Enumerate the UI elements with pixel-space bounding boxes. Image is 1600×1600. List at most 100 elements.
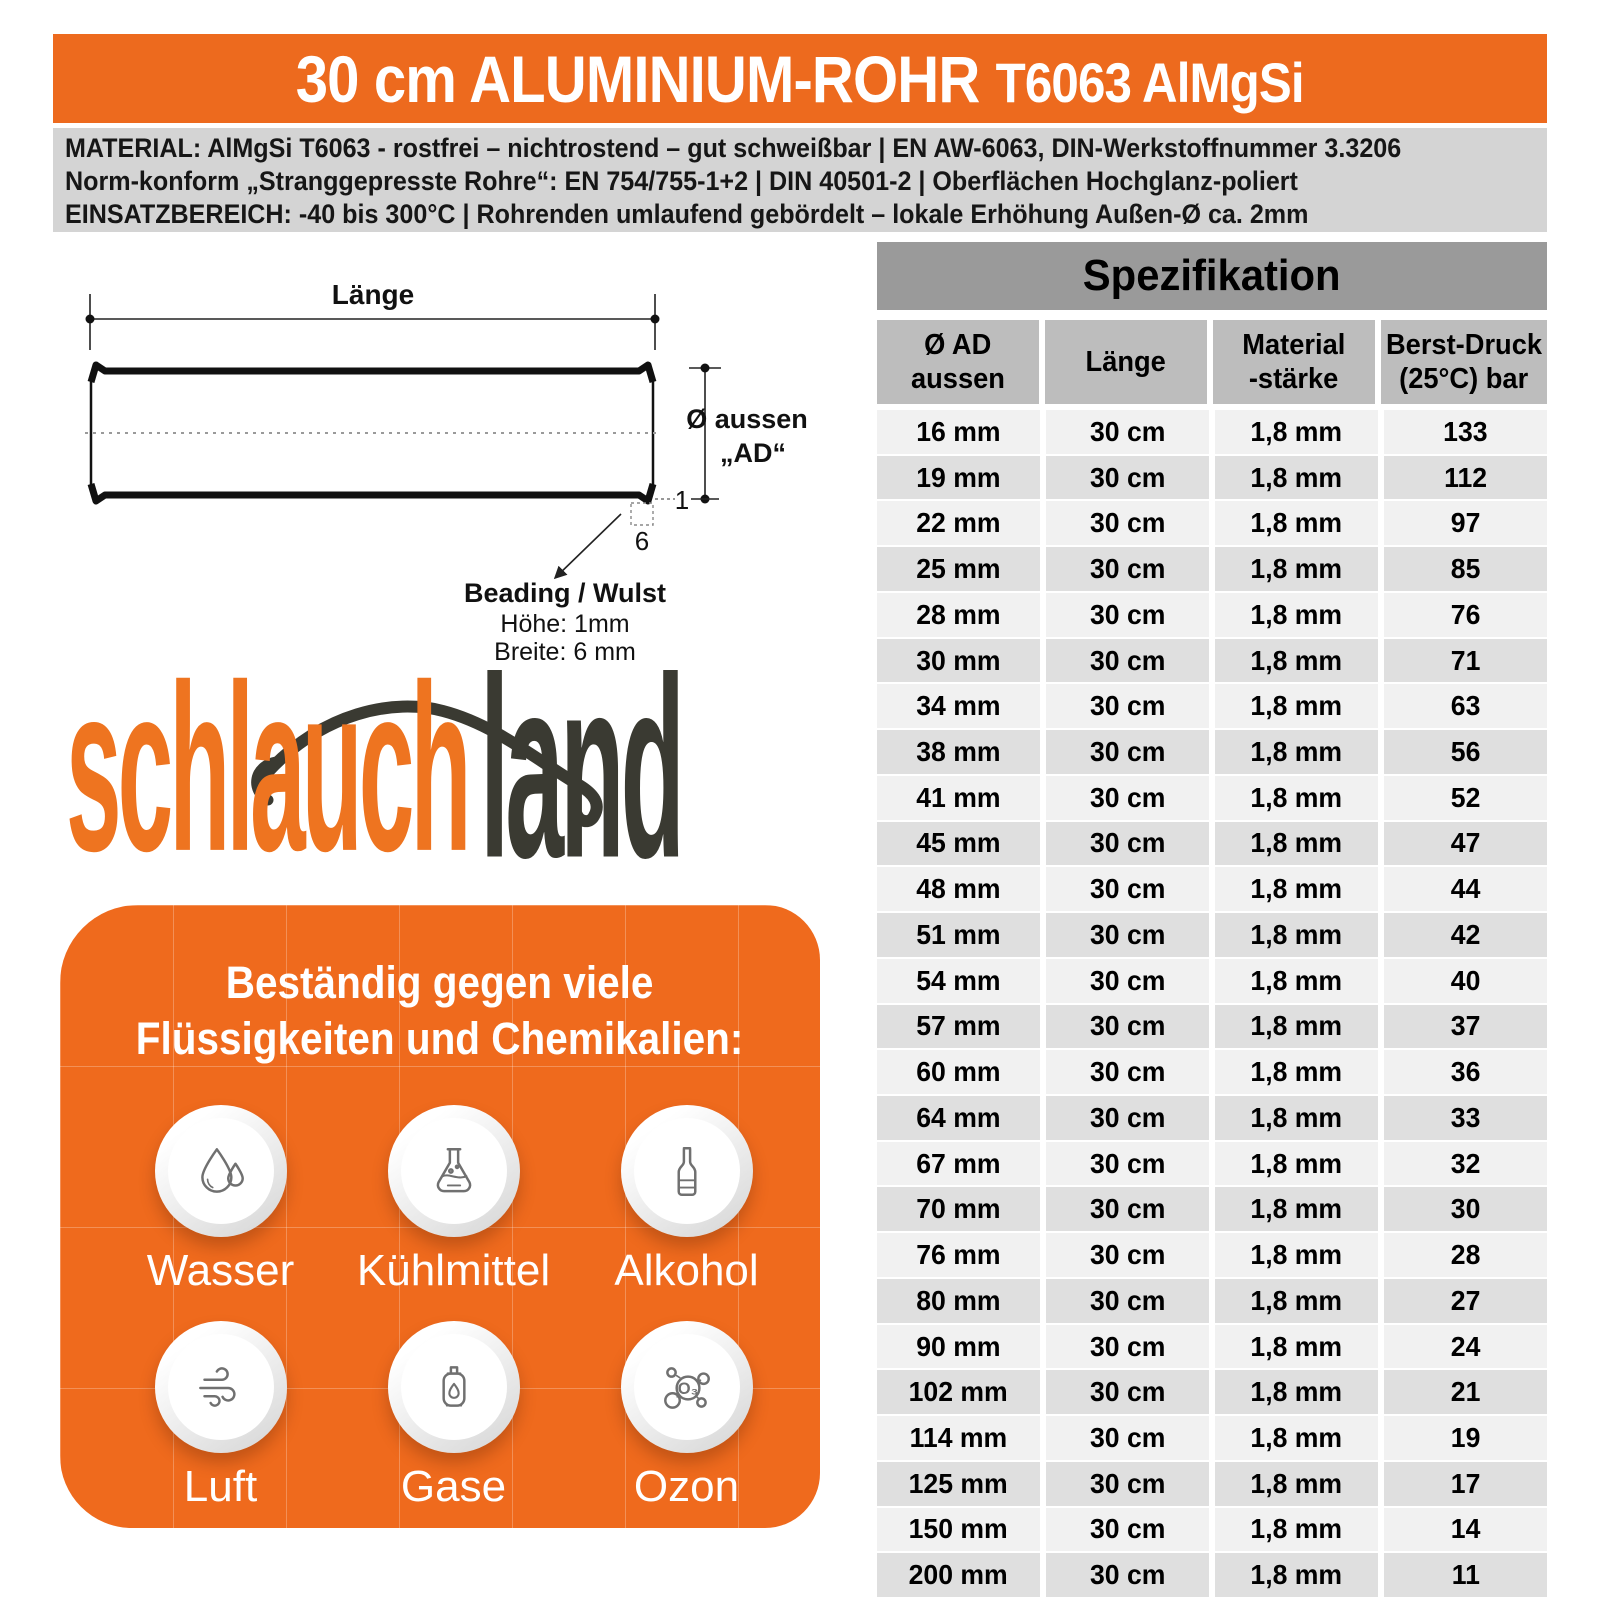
table-cell: 133 [1384, 410, 1547, 454]
page-title: 30 cm ALUMINIUM-ROHR T6063 AlMgSi [296, 41, 1305, 117]
pipe-bottom-edge [87, 483, 657, 505]
table-cell: 30 cm [1046, 1553, 1209, 1598]
table-cell: 47 [1384, 821, 1547, 866]
table-cell: 1,8 mm [1215, 455, 1378, 500]
car-silhouette-icon [251, 700, 603, 828]
table-cell: 30 cm [1046, 867, 1209, 912]
pipe-top-edge [87, 361, 657, 383]
table-cell: 1,8 mm [1215, 775, 1378, 820]
table-cell: 150 mm [877, 1507, 1040, 1552]
table-cell: 54 mm [877, 958, 1040, 1003]
table-cell: 85 [1384, 547, 1547, 591]
table-cell: 30 cm [1046, 775, 1209, 820]
table-cell: 45 mm [877, 821, 1040, 866]
chemical-resistance-box: Beständig gegen viele Flüssigkeiten und … [60, 905, 820, 1528]
table-cell: 1,8 mm [1215, 958, 1378, 1003]
resistance-heading-line2: Flüssigkeiten und Chemikalien: [136, 1013, 744, 1064]
table-cell: 76 mm [877, 1233, 1040, 1277]
table-cell: 30 cm [1046, 1324, 1209, 1369]
table-row: 34 mm 30 cm 1,8 mm 63 [877, 684, 1547, 729]
table-cell: 76 [1384, 592, 1547, 637]
table-cell: 19 [1384, 1416, 1547, 1460]
chem-label: Gase [400, 1462, 507, 1511]
bead-width-dim: 6 [635, 526, 649, 556]
table-cell: 38 mm [877, 730, 1040, 774]
table-cell: 22 mm [877, 501, 1040, 546]
spec-table-title: Spezifikation [877, 242, 1547, 310]
table-row: 45 mm 30 cm 1,8 mm 47 [877, 821, 1547, 866]
table-cell: 1,8 mm [1215, 1553, 1378, 1598]
table-row: 90 mm 30 cm 1,8 mm 24 [877, 1324, 1547, 1369]
table-row: 70 mm 30 cm 1,8 mm 30 [877, 1187, 1547, 1232]
table-cell: 30 cm [1046, 1187, 1209, 1232]
diameter-label-line2: „AD“ [720, 438, 786, 468]
table-cell: 30 cm [1046, 1461, 1209, 1506]
table-cell: 25 mm [877, 547, 1040, 591]
table-cell: 1,8 mm [1215, 1507, 1378, 1552]
table-cell: 1,8 mm [1215, 913, 1378, 957]
table-cell: 30 cm [1046, 1278, 1209, 1323]
material-info-line: MATERIAL: AlMgSi T6063 - rostfrei – nich… [65, 133, 1402, 163]
bead-width-label: Breite: 6 mm [494, 638, 636, 666]
table-row: 150 mm 30 cm 1,8 mm 14 [877, 1507, 1547, 1552]
table-cell: 33 [1384, 1096, 1547, 1140]
table-cell: 28 [1384, 1233, 1547, 1277]
chemical-icon-grid: Wasser Kühlmittel [104, 1105, 804, 1511]
table-row: 51 mm 30 cm 1,8 mm 42 [877, 913, 1547, 957]
table-cell: 30 cm [1046, 1370, 1209, 1415]
table-row: 67 mm 30 cm 1,8 mm 32 [877, 1141, 1547, 1186]
table-cell: 30 cm [1046, 638, 1209, 683]
table-cell: 30 cm [1046, 821, 1209, 866]
table-cell: 64 mm [877, 1096, 1040, 1140]
chem-label: Wasser [146, 1246, 295, 1295]
table-row: 57 mm 30 cm 1,8 mm 37 [877, 1004, 1547, 1049]
bead-pointer-arrow [553, 513, 622, 580]
table-row: 54 mm 30 cm 1,8 mm 40 [877, 958, 1547, 1003]
table-cell: 114 mm [877, 1416, 1040, 1460]
ozone-icon: O₃ [663, 1367, 710, 1409]
table-cell: 1,8 mm [1215, 1278, 1378, 1323]
table-cell: 57 mm [877, 1004, 1040, 1049]
logo-wordmark: schlauch land [66, 624, 731, 911]
chem-item-wasser: Wasser [104, 1105, 337, 1295]
bottle-icon [676, 1147, 697, 1197]
table-cell: 24 [1384, 1324, 1547, 1369]
bead-height-dim: 1 [675, 485, 689, 515]
table-row: 41 mm 30 cm 1,8 mm 52 [877, 775, 1547, 820]
resistance-heading-line1: Beständig gegen viele [226, 957, 654, 1008]
table-row: 38 mm 30 cm 1,8 mm 56 [877, 730, 1547, 774]
column-header-diameter: Ø AD aussen [877, 320, 1039, 404]
table-cell: 1,8 mm [1215, 1004, 1378, 1049]
table-cell: 1,8 mm [1215, 1324, 1378, 1369]
flask-icon [436, 1148, 471, 1193]
table-row: 28 mm 30 cm 1,8 mm 76 [877, 592, 1547, 637]
chem-item-ozon: O₃ Ozon [570, 1321, 803, 1511]
table-cell: 1,8 mm [1215, 730, 1378, 774]
chem-item-gase: Gase [337, 1321, 570, 1511]
table-cell: 42 [1384, 913, 1547, 957]
table-row: 16 mm 30 cm 1,8 mm 133 [877, 410, 1547, 454]
logo-text-schlauch: schlauch [66, 637, 471, 902]
table-cell: 30 cm [1046, 1416, 1209, 1460]
table-cell: 41 mm [877, 775, 1040, 820]
wind-icon [198, 1367, 236, 1407]
diameter-label-line1: Ø aussen [686, 404, 808, 434]
table-cell: 21 [1384, 1370, 1547, 1415]
table-cell: 1,8 mm [1215, 501, 1378, 546]
table-cell: 17 [1384, 1461, 1547, 1506]
table-cell: 1,8 mm [1215, 638, 1378, 683]
table-cell: 30 cm [1046, 958, 1209, 1003]
table-cell: 125 mm [877, 1461, 1040, 1506]
water-drops-icon [200, 1148, 244, 1193]
table-row: 48 mm 30 cm 1,8 mm 44 [877, 867, 1547, 912]
material-info-line: Norm-konform „Stranggepresste Rohre“: EN… [65, 166, 1298, 196]
table-cell: 97 [1384, 501, 1547, 546]
ozone-formula: O₃ [677, 1379, 697, 1398]
table-cell: 30 cm [1046, 1233, 1209, 1277]
table-cell: 67 mm [877, 1141, 1040, 1186]
chem-item-kuehlmittel: Kühlmittel [337, 1105, 570, 1295]
table-cell: 1,8 mm [1215, 1050, 1378, 1095]
table-cell: 30 cm [1046, 501, 1209, 546]
table-cell: 30 cm [1046, 913, 1209, 957]
table-cell: 30 cm [1046, 455, 1209, 500]
